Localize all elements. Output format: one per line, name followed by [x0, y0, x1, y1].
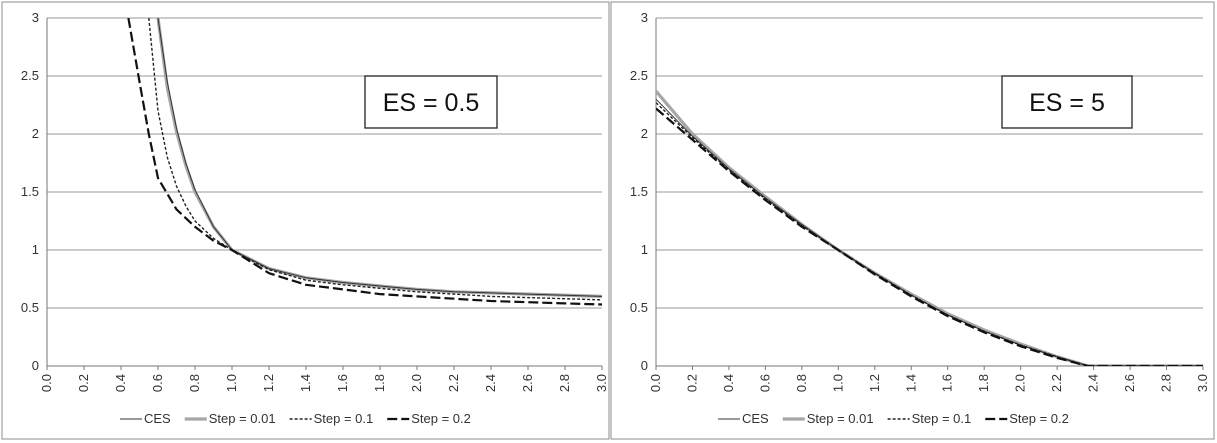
y-tick-label: 2: [641, 126, 648, 141]
y-tick-label: 2.5: [21, 68, 39, 83]
x-tick-label: 3.0: [594, 374, 609, 392]
x-tick-label: 1.8: [976, 374, 991, 392]
annotation-box: [364, 75, 498, 129]
legend-label: CES: [742, 411, 769, 426]
chart-frame: [1, 1, 610, 440]
x-tick-label: 0.0: [39, 374, 54, 392]
y-tick-label: 1: [641, 242, 648, 257]
series-line-ces: [157, 18, 602, 297]
x-tick-label: 2.0: [409, 374, 424, 392]
annotation-label: ES = 5: [1029, 89, 1105, 117]
x-tick-label: 2.2: [446, 374, 461, 392]
annotation-label: ES = 0.5: [383, 89, 480, 117]
y-tick-label: 2.5: [630, 68, 648, 83]
annotation-box: [1001, 75, 1133, 129]
x-tick-label: 1.4: [298, 374, 313, 392]
chart-frame: [610, 1, 1215, 440]
x-tick-label: 0.2: [76, 374, 91, 392]
x-tick-label: 1.8: [372, 374, 387, 392]
y-tick-label: 0.5: [21, 300, 39, 315]
y-tick-label: 1.5: [21, 184, 39, 199]
x-tick-label: 2.8: [557, 374, 572, 392]
x-tick-label: 0.8: [187, 374, 202, 392]
y-tick-label: 3: [32, 10, 39, 25]
series-line-step-0-2: [127, 18, 602, 306]
x-tick-label: 1.6: [335, 374, 350, 392]
legend-label: Step = 0.01: [209, 411, 276, 426]
x-tick-label: 2.4: [483, 374, 498, 392]
legend-label: Step = 0.2: [1009, 411, 1069, 426]
chart-panel-2: 0 0.5 1 1.5 2 2.5 3 0.0 0.2 0.4 0.6 0.8 1.0 1.2 1.4 1.6…: [610, 1, 1215, 440]
y-tick-label: 0.5: [630, 300, 648, 315]
y-tick-label: 0: [641, 358, 648, 373]
x-tick-label: 3.0: [1195, 374, 1210, 392]
legend-label: CES: [144, 411, 171, 426]
y-tick-label: 1: [32, 242, 39, 257]
x-tick-label: 2.6: [1122, 374, 1137, 392]
x-tick-label: 2.2: [1049, 374, 1064, 392]
x-tick-label: 0.2: [684, 374, 699, 392]
x-tick-label: 0.6: [150, 374, 165, 392]
series-line-step-0-2: [656, 107, 1203, 366]
x-tick-label: 0.6: [757, 374, 772, 392]
y-tick-label: 3: [641, 10, 648, 25]
x-tick-label: 0.8: [794, 374, 809, 392]
legend-label: Step = 0.01: [807, 411, 874, 426]
y-tick-label: 2: [32, 126, 39, 141]
x-tick-label: 2.6: [520, 374, 535, 392]
x-tick-label: 0.0: [648, 374, 663, 392]
series-line-step-0-01: [656, 90, 1203, 366]
y-tick-label: 0: [32, 358, 39, 373]
x-tick-label: 2.4: [1086, 374, 1101, 392]
legend-label: Step = 0.2: [411, 411, 471, 426]
chart-panel-1: 0 0.5 1 1.5 2 2.5 3 0.0 0.2 0.4 0.6 0.8 1.0 1.2 1.4 1.6…: [1, 1, 610, 440]
y-tick-label: 1.5: [630, 184, 648, 199]
x-tick-label: 1.6: [940, 374, 955, 392]
legend-label: Step = 0.1: [912, 411, 972, 426]
x-tick-label: 1.0: [830, 374, 845, 392]
series-line-step-0-1: [148, 18, 602, 301]
x-tick-label: 1.0: [224, 374, 239, 392]
x-tick-label: 1.2: [867, 374, 882, 392]
x-tick-label: 0.4: [113, 374, 128, 392]
x-tick-label: 1.4: [903, 374, 918, 392]
x-tick-label: 1.2: [261, 374, 276, 392]
x-tick-label: 2.8: [1159, 374, 1174, 392]
x-tick-label: 0.4: [721, 374, 736, 392]
legend-label: Step = 0.1: [314, 411, 374, 426]
x-tick-label: 2.0: [1013, 374, 1028, 392]
